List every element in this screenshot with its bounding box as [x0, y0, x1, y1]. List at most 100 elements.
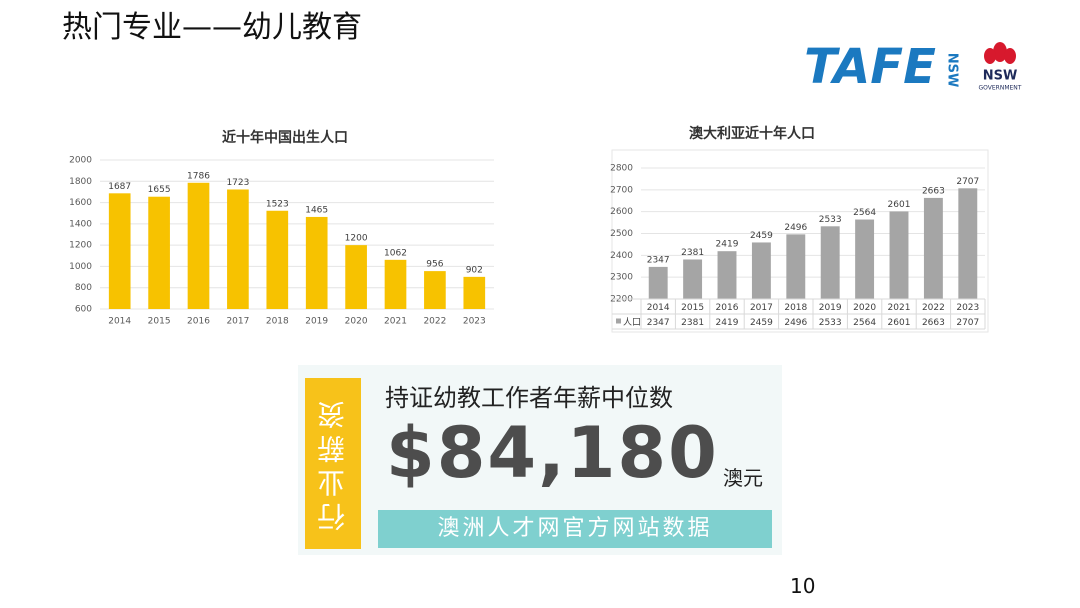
table-value: 2533	[819, 318, 842, 328]
data-label: 956	[426, 260, 443, 270]
bar	[424, 271, 446, 309]
salary-heading: 持证幼教工作者年薪中位数	[385, 384, 673, 412]
x-tick-label: 2017	[226, 317, 249, 327]
table-value: 2419	[716, 318, 739, 328]
y-tick-label: 2400	[610, 251, 633, 261]
y-tick-label: 1600	[69, 198, 92, 208]
bar	[648, 266, 668, 299]
data-label: 2496	[784, 223, 807, 233]
table-value: 2707	[956, 318, 979, 328]
y-tick-label: 2500	[610, 229, 633, 239]
data-label: 2381	[681, 248, 704, 258]
salary-unit: 澳元	[723, 466, 763, 490]
bar	[227, 189, 249, 309]
data-label: 2459	[750, 231, 773, 241]
table-value: 2564	[853, 318, 876, 328]
y-tick-label: 600	[75, 305, 92, 315]
y-tick-label: 2700	[610, 185, 633, 195]
data-label: 1200	[345, 234, 368, 244]
x-tick-label: 2022	[423, 317, 446, 327]
x-tick-label: 2023	[956, 303, 979, 313]
x-tick-label: 2015	[148, 317, 171, 327]
waratah-icon	[984, 42, 1016, 64]
y-tick-label: 2600	[610, 207, 633, 217]
bar	[923, 197, 943, 299]
y-tick-label: 1200	[69, 241, 92, 251]
x-tick-label: 2019	[305, 317, 328, 327]
legend-swatch	[616, 318, 621, 324]
x-tick-label: 2016	[716, 303, 739, 313]
bar	[463, 276, 486, 309]
data-label: 1655	[148, 185, 171, 195]
data-label: 1687	[108, 182, 131, 192]
x-tick-label: 2017	[750, 303, 773, 313]
page-number: 10	[790, 574, 816, 598]
table-value: 2381	[681, 318, 704, 328]
x-tick-label: 2022	[922, 303, 945, 313]
bar	[148, 196, 170, 309]
table-value: 2347	[647, 318, 670, 328]
x-tick-label: 2014	[647, 303, 670, 313]
data-label: 2663	[922, 186, 945, 196]
logo-gov-sub: GOVERNMENT	[979, 85, 1022, 92]
data-label: 902	[466, 265, 483, 275]
x-tick-label: 2015	[681, 303, 704, 313]
logo-brand-side: NSW	[945, 53, 960, 88]
data-label: 1062	[384, 248, 407, 258]
bar	[187, 182, 210, 309]
bar	[751, 242, 771, 299]
bar	[855, 219, 875, 299]
bar	[108, 193, 131, 309]
y-tick-label: 1000	[69, 262, 92, 272]
bar	[717, 251, 737, 299]
table-value: 2663	[922, 318, 945, 328]
salary-source: 澳洲人才网官方网站数据	[378, 510, 772, 548]
bar	[786, 234, 806, 299]
data-label: 1786	[187, 171, 210, 181]
logo-brand: TAFE	[804, 39, 936, 95]
salary-amount: $84,180	[386, 412, 719, 494]
x-tick-label: 2014	[108, 317, 131, 327]
data-label: 2347	[647, 255, 670, 265]
chart-title: 澳大利亚近十年人口	[689, 125, 815, 142]
x-tick-label: 2016	[187, 317, 210, 327]
x-tick-label: 2023	[463, 317, 486, 327]
y-tick-label: 2000	[69, 156, 92, 166]
data-label: 1723	[226, 178, 249, 188]
y-tick-label: 1800	[69, 177, 92, 187]
table-value: 2601	[888, 318, 911, 328]
bar	[820, 226, 840, 299]
x-tick-label: 2020	[853, 303, 876, 313]
data-label: 2601	[888, 200, 911, 210]
bar	[345, 245, 367, 309]
data-label: 2707	[956, 177, 979, 187]
x-tick-label: 2019	[819, 303, 842, 313]
bar	[683, 259, 703, 299]
chart-title: 近十年中国出生人口	[222, 129, 348, 146]
x-tick-label: 2021	[888, 303, 911, 313]
data-label: 2533	[819, 215, 842, 225]
table-value: 2496	[784, 318, 807, 328]
bar	[384, 259, 407, 309]
bar	[305, 216, 328, 309]
data-label: 2419	[716, 240, 739, 250]
y-tick-label: 2300	[610, 273, 633, 283]
y-tick-label: 800	[75, 283, 92, 293]
bar	[889, 211, 909, 299]
data-label: 1465	[305, 205, 328, 215]
y-tick-label: 1400	[69, 219, 92, 229]
x-tick-label: 2018	[784, 303, 807, 313]
salary-side-label: 行业薪资	[305, 378, 361, 549]
y-tick-label: 2800	[610, 164, 633, 174]
bar	[266, 210, 289, 309]
data-label: 1523	[266, 199, 289, 209]
x-tick-label: 2020	[345, 317, 368, 327]
x-tick-label: 2018	[266, 317, 289, 327]
page-title: 热门专业——幼儿教育	[62, 10, 362, 45]
x-tick-label: 2021	[384, 317, 407, 327]
legend-label: 人口	[623, 317, 641, 328]
data-label: 2564	[853, 208, 876, 218]
table-value: 2459	[750, 318, 773, 328]
